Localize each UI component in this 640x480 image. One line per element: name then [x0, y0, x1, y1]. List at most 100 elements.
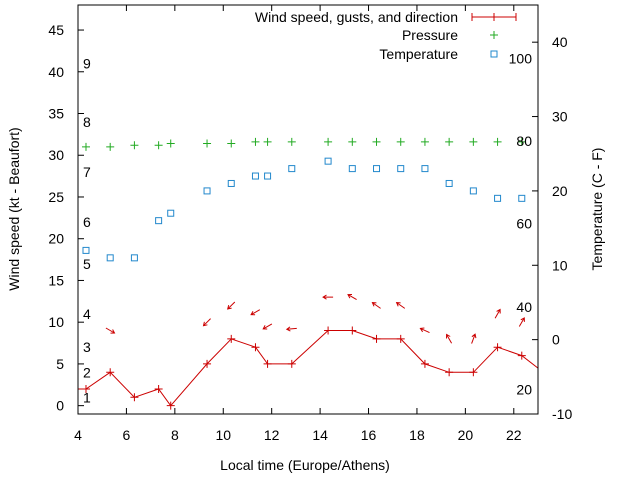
- x-tick-label: 10: [215, 427, 231, 443]
- beaufort-label: 7: [83, 164, 91, 180]
- temperature-point: [469, 187, 477, 195]
- wind-speed-point: [493, 343, 502, 352]
- y-tick-label: 15: [48, 272, 64, 288]
- legend-pressure-label: Pressure: [402, 27, 458, 43]
- fahrenheit-label: 60: [516, 216, 532, 232]
- wind-speed-point: [396, 334, 405, 343]
- y-tick-label: 30: [48, 147, 64, 163]
- wind-direction-arrow: [494, 308, 501, 319]
- temperature-point: [348, 165, 356, 173]
- wind-speed-point: [517, 351, 526, 360]
- beaufort-label: 1: [83, 389, 91, 405]
- wind-speed-point: [287, 359, 296, 368]
- wind-direction-arrow: [227, 301, 236, 310]
- pressure-point: [106, 142, 115, 151]
- beaufort-label: 8: [83, 114, 91, 130]
- y-tick-label: 25: [48, 189, 64, 205]
- pressure-point: [130, 141, 139, 150]
- y2-tick-label: 0: [552, 332, 560, 348]
- x-tick-label: 16: [361, 427, 377, 443]
- temperature-point: [82, 246, 90, 254]
- temperature-point: [518, 194, 526, 202]
- temperature-point: [264, 172, 272, 180]
- wind-speed-point: [227, 334, 236, 343]
- beaufort-label: 3: [83, 339, 91, 355]
- temperature-point: [494, 194, 502, 202]
- wind-speed-point: [154, 384, 163, 393]
- y2-tick-label: -10: [552, 406, 572, 422]
- temperature-point: [421, 165, 429, 173]
- pressure-point: [469, 137, 478, 146]
- y-tick-label: 40: [48, 64, 64, 80]
- temperature-point: [155, 217, 163, 225]
- wind-direction-arrow: [105, 327, 116, 334]
- x-tick-label: 18: [409, 427, 425, 443]
- temperature-point: [227, 179, 235, 187]
- beaufort-label: 5: [83, 256, 91, 272]
- wind-direction-arrow: [285, 326, 297, 332]
- temperature-point: [397, 165, 405, 173]
- legend: Wind speed, gusts, and direction Pressur…: [255, 9, 517, 62]
- pressure-point: [154, 141, 163, 150]
- legend-pressure-marker: [490, 31, 498, 39]
- wind-speed-point: [130, 393, 139, 402]
- pressure-point: [203, 139, 212, 148]
- temperature-point: [167, 209, 175, 217]
- y2-axis-title: Temperature (C - F): [589, 148, 605, 271]
- beaufort-label: 2: [83, 364, 91, 380]
- wind-speed-point: [106, 368, 115, 377]
- pressure-point: [251, 137, 260, 146]
- y2-tick-label: 10: [552, 257, 568, 273]
- wind-direction-arrow: [446, 333, 453, 344]
- x-axis-title: Local time (Europe/Athens): [220, 457, 390, 473]
- wind-direction-arrow: [371, 302, 381, 309]
- beaufort-label: 9: [83, 55, 91, 71]
- temperature-point: [324, 157, 332, 165]
- temperature-point: [373, 165, 381, 173]
- pressure-point: [324, 137, 333, 146]
- temperature-point: [106, 254, 114, 262]
- wind-direction-arrow: [202, 318, 211, 327]
- pressure-point: [81, 142, 90, 151]
- y-axis-title: Wind speed (kt - Beaufort): [6, 127, 22, 290]
- y2-tick-label: 40: [552, 34, 568, 50]
- wind-direction-arrow: [395, 302, 406, 309]
- pressure-point: [263, 137, 272, 146]
- wind-speed-point: [324, 326, 333, 335]
- wind-direction-arrow: [250, 309, 261, 316]
- wind-direction-arrow: [347, 294, 357, 301]
- wind-direction-arrow: [518, 317, 525, 327]
- y-tick-label: 20: [48, 231, 64, 247]
- temperature-point: [288, 165, 296, 173]
- x-tick-label: 8: [171, 427, 179, 443]
- plot-frame: [77, 4, 539, 415]
- temperature-point: [203, 187, 211, 195]
- wind-speed-point: [166, 401, 175, 410]
- wind-speed-point: [81, 384, 90, 393]
- temperature-point: [251, 172, 259, 180]
- series-layer: [78, 137, 539, 410]
- pressure-point: [227, 139, 236, 148]
- beaufort-label: 6: [83, 214, 91, 230]
- pressure-point: [372, 137, 381, 146]
- wind-speed-point: [263, 359, 272, 368]
- pressure-point: [287, 137, 296, 146]
- wind-speed-point: [203, 359, 212, 368]
- pressure-point: [348, 137, 357, 146]
- fahrenheit-label: 100: [509, 51, 533, 67]
- wind-direction-arrow: [419, 327, 430, 334]
- wind-direction-arrow: [322, 294, 334, 300]
- legend-wind-label: Wind speed, gusts, and direction: [255, 9, 458, 25]
- wind-speed-point: [420, 359, 429, 368]
- x-tick-label: 12: [264, 427, 280, 443]
- wind-direction-arrow: [471, 333, 477, 344]
- temperature-point: [445, 179, 453, 187]
- x-tick-label: 4: [74, 427, 82, 443]
- wind-speed-point: [372, 334, 381, 343]
- y-tick-label: 35: [48, 106, 64, 122]
- x-tick-label: 20: [458, 427, 474, 443]
- fahrenheit-label: 40: [516, 299, 532, 315]
- x-tick-label: 22: [506, 427, 522, 443]
